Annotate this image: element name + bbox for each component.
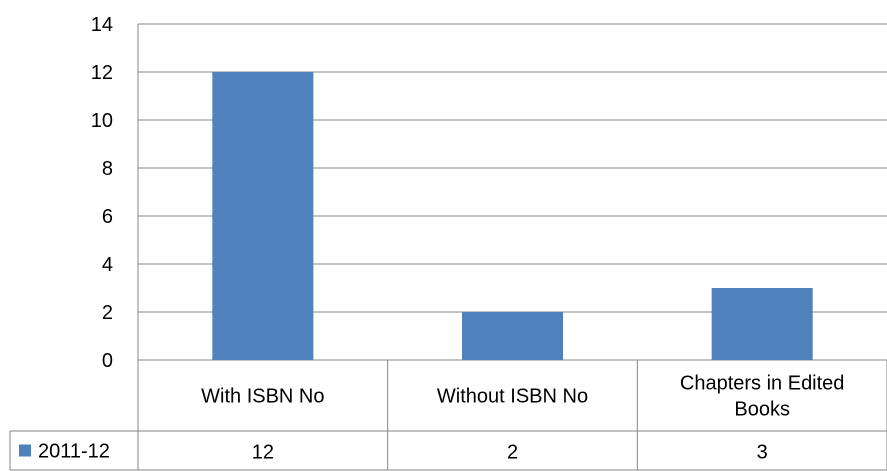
y-axis: 0 2 4 6 8 10 12 14 [91, 14, 113, 372]
data-table-value: 3 [757, 442, 768, 464]
y-tick-label: 10 [91, 110, 113, 132]
x-category-label: Without ISBN No [437, 386, 588, 408]
legend-swatch [19, 444, 31, 457]
bar [212, 72, 314, 360]
bar [711, 288, 813, 360]
y-tick-label: 12 [91, 62, 113, 84]
x-category-label: Books [734, 399, 790, 421]
y-tick-label: 6 [102, 206, 113, 228]
x-category-label: With ISBN No [201, 386, 324, 408]
x-category-label: Chapters in Edited [680, 373, 845, 395]
legend-series-name: 2011-12 [38, 441, 110, 463]
y-tick-label: 14 [91, 14, 113, 36]
data-table-value: 2 [507, 442, 518, 464]
bars [212, 72, 813, 360]
y-tick-label: 0 [102, 350, 113, 372]
data-table: With ISBN No Without ISBN No Chapters in E… [9, 360, 887, 471]
y-tick-label: 2 [102, 302, 113, 324]
data-table-value: 12 [252, 442, 274, 464]
y-tick-label: 8 [102, 158, 113, 180]
y-tick-label: 4 [102, 254, 113, 276]
bar [462, 312, 563, 360]
